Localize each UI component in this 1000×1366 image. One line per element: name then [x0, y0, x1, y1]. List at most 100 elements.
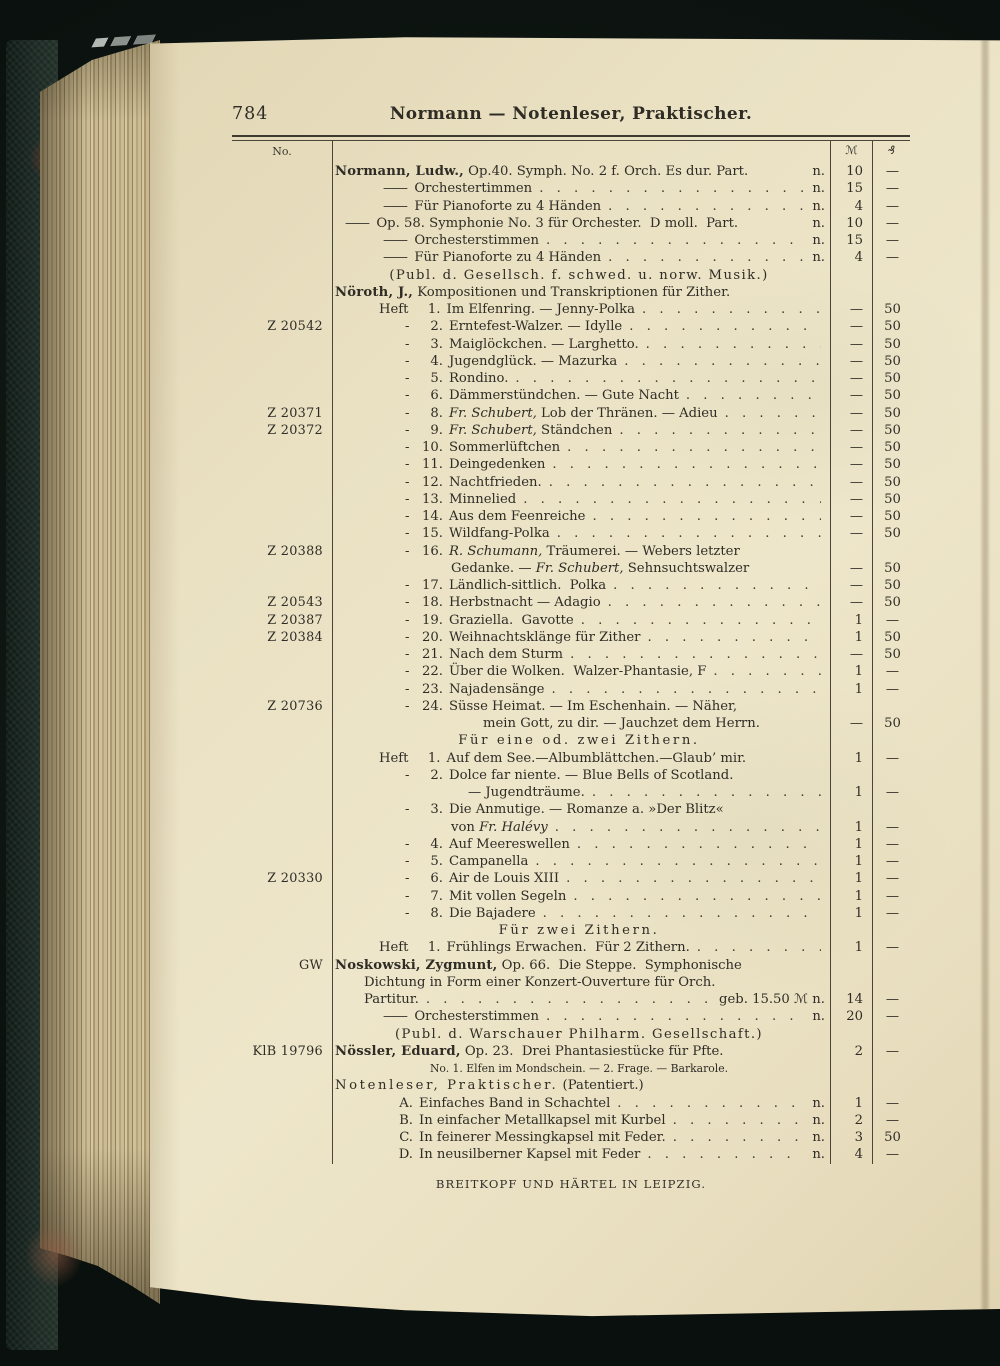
table-row: Nöroth, J., Kompositionen und Transkript… [232, 283, 910, 301]
dot-leader [647, 1146, 804, 1163]
dot-leader [426, 991, 711, 1008]
table-row: Heft 1. Auf dem See.—Albumblättchen.—Glaub… [232, 749, 910, 767]
dot-leader [566, 870, 821, 887]
catalog-number [232, 353, 332, 370]
entry-text: -21. Nach dem Sturm [332, 646, 830, 664]
price-pfennig: — [872, 1042, 910, 1060]
catalog-number [232, 750, 332, 767]
catalog-number [232, 1112, 332, 1129]
dot-leader [573, 888, 821, 905]
catalog-number [232, 249, 332, 266]
catalog-number [232, 801, 332, 818]
price-mark: — [830, 715, 872, 733]
table-row: Normann, Ludw., Op.40. Symph. No. 2 f. O… [232, 163, 910, 181]
entry-segment: Weihnachtsklänge für Zither [449, 629, 641, 645]
entry-segment: Orchesterstimmen [414, 233, 539, 248]
catalog-number [232, 991, 332, 1008]
entry-segment: Ständchen [536, 422, 613, 438]
table-row: —— Orchesterstimmen n. 20— [232, 1008, 910, 1026]
price-pfennig: 50 [872, 715, 910, 733]
item-number: 5. [430, 854, 443, 869]
price-pfennig: 50 [872, 577, 910, 595]
catalog-number [232, 922, 332, 939]
item-number: 12. [422, 474, 443, 490]
dot-leader [619, 422, 821, 439]
price-mark: — [830, 387, 872, 405]
entry-text: - 6. Dämmerstündchen. — Gute Nacht [332, 387, 830, 405]
entry-prefix: —— [383, 181, 408, 197]
dot-leader [581, 612, 821, 629]
price-pfennig: 50 [872, 439, 910, 457]
table-row: -11. Deingedenken —50 [232, 456, 910, 474]
price-pfennig: 50 [872, 335, 910, 353]
item-dash: - [405, 612, 410, 628]
price-pfennig: — [872, 1111, 910, 1129]
column-header-mark: ℳ [830, 141, 872, 163]
entry-segment: Noskowski, Zygmunt, [335, 957, 498, 973]
dot-leader [552, 456, 821, 473]
price-pfennig: 50 [872, 387, 910, 405]
catalog-number [232, 646, 332, 663]
price-mark: 15 [830, 232, 872, 250]
entry-text: Heft 1. Frühlings Erwachen. Für 2 Zithern. [332, 939, 830, 957]
catalog-number [232, 301, 332, 318]
table-row: - 5. Campanella 1— [232, 853, 910, 871]
entry-segment: Fr. Schubert, [449, 422, 537, 438]
table-row: A. Einfaches Band in Schachtel n. 1— [232, 1094, 910, 1112]
price-mark: — [830, 335, 872, 353]
item-dash: - [405, 353, 410, 369]
item-number: 3. [430, 336, 443, 352]
entry-text: No. 1. Elfen im Mondschein. — 2. Frage. … [332, 1060, 830, 1078]
entry-segment: In einfacher Metallkapsel mit Kurbel [419, 1112, 666, 1128]
table-body: Normann, Ludw., Op.40. Symph. No. 2 f. O… [232, 163, 910, 1164]
table-row: — Jugendträume. 1— [232, 784, 910, 802]
dot-leader [546, 1008, 804, 1025]
table-row: -12. Nachtfrieden. —50 [232, 473, 910, 491]
item-number: 21. [422, 647, 443, 662]
entry-text: mein Gott, zu dir. — Jauchzet dem Herrn. [332, 715, 830, 733]
item-dash: - [405, 371, 410, 386]
item-number: 3. [430, 802, 443, 818]
price-pfennig [872, 732, 910, 750]
catalog-number [232, 491, 332, 508]
dot-leader [624, 353, 821, 370]
table-row: —— Op. 58. Symphonie No. 3 für Orchester.… [232, 214, 910, 232]
catalog-number: Z 20736 [267, 698, 323, 714]
price-pfennig: — [872, 232, 910, 250]
entry-segment: Orchestertimmen [414, 181, 533, 197]
entry-prefix: Heft [379, 750, 409, 766]
price-pfennig: 50 [872, 594, 910, 612]
item-dash: - [405, 336, 410, 352]
catalog-number [232, 577, 332, 594]
price-pfennig: — [872, 784, 910, 802]
entry-segment: Süsse Heimat. — Im Eschenhain. — Näher, [449, 698, 738, 714]
price-mark: 1 [830, 680, 872, 698]
catalog-number: Z 20372 [267, 422, 323, 438]
price-pfennig: 50 [872, 421, 910, 439]
entry-segment: Orchesterstimmen [414, 1009, 539, 1025]
price-mark: 1 [830, 887, 872, 905]
table-row: Z 20543 -18. Herbstnacht — Adagio —50 [232, 594, 910, 612]
dot-leader [647, 629, 821, 646]
entry-text: A. Einfaches Band in Schachtel n. [332, 1094, 830, 1112]
entry-segment: Dolce far niente. — Blue Bells of Scotla… [449, 767, 734, 783]
catalog-number [232, 1077, 332, 1094]
price-mark [830, 266, 872, 284]
table-row: KlB 19796 Nössler, Eduard, Op. 23. Drei P… [232, 1042, 910, 1060]
dot-leader [725, 405, 821, 422]
dot-leader [608, 594, 821, 611]
item-dash: - [405, 474, 410, 490]
table-row: Dichtung in Form einer Konzert-Ouverture… [232, 973, 910, 991]
entry-text: (Publ. d. Gesellsch. f. schwed. u. norw.… [332, 266, 830, 284]
entry-text: -24. Süsse Heimat. — Im Eschenhain. — Näh… [332, 697, 830, 715]
entry-segment: In neusilberner Kapsel mit Feder [419, 1147, 641, 1163]
entry-segment: Die Bajadere [449, 905, 536, 921]
price-mark: 1 [830, 835, 872, 853]
table-row: - 3. Maiglöckchen. — Larghetto. —50 [232, 335, 910, 353]
price-pfennig: — [872, 163, 910, 181]
table-row: Z 20542 - 2. Erntefest-Walzer. — Idylle —50 [232, 318, 910, 336]
table-row: Z 20384 -20. Weihnachtsklänge für Zither 15… [232, 628, 910, 646]
catalog-number [232, 1060, 332, 1077]
entry-text: -11. Deingedenken [332, 456, 830, 474]
entry-segment: mein Gott, zu dir. — Jauchzet dem Herrn. [483, 716, 760, 731]
